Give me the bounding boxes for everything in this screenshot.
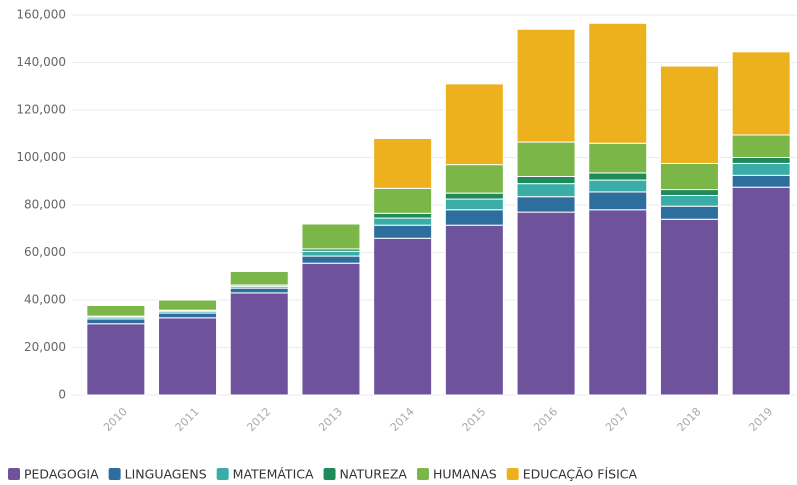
- legend-label: EDUCAÇÃO FÍSICA: [523, 467, 638, 482]
- x-tick-label: 2016: [531, 405, 560, 434]
- bar-segment: [373, 224, 433, 239]
- bar-segment: [659, 195, 719, 207]
- bar-segment: [301, 223, 361, 250]
- bar-segment: [516, 183, 576, 198]
- x-tick-label: 2012: [244, 405, 273, 434]
- bar-segment: [588, 191, 648, 211]
- x-tick-label: 2013: [316, 405, 345, 434]
- bar-segment: [86, 304, 146, 317]
- bar-segment: [588, 22, 648, 144]
- bar-segment: [158, 317, 218, 396]
- y-tick-label: 100,000: [16, 150, 66, 164]
- x-tick-label: 2010: [101, 405, 130, 434]
- bar-segment: [444, 164, 504, 194]
- bar-segment: [516, 28, 576, 143]
- bar-segment: [731, 162, 791, 176]
- bar-segment: [444, 209, 504, 226]
- bar-segment: [731, 174, 791, 188]
- y-tick-label: 80,000: [24, 198, 66, 212]
- bar-segment: [229, 287, 289, 294]
- bar-segment: [588, 142, 648, 174]
- bar-segment: [444, 224, 504, 396]
- bar-segment: [516, 141, 576, 177]
- bar-segment: [229, 292, 289, 396]
- y-tick-label: 120,000: [16, 103, 66, 117]
- x-tick-label: 2014: [388, 405, 417, 434]
- bar-segment: [516, 196, 576, 213]
- bar-segment: [588, 209, 648, 396]
- x-tick-label: 2015: [460, 405, 489, 434]
- legend-swatch: [8, 468, 20, 480]
- bar-segment: [158, 299, 218, 311]
- bar-segment: [301, 255, 361, 264]
- bar-segment: [86, 323, 146, 396]
- bar-segment: [373, 212, 433, 219]
- legend-swatch: [416, 468, 429, 480]
- x-tick-label: 2017: [603, 405, 632, 434]
- bar-segment: [444, 83, 504, 166]
- bar-segment: [373, 217, 433, 226]
- legend-swatch: [216, 468, 229, 480]
- bar-segment: [659, 205, 719, 220]
- x-tick-label: 2011: [173, 405, 202, 434]
- y-tick-label: 20,000: [24, 340, 66, 354]
- legend-swatch: [323, 468, 336, 480]
- y-tick-label: 40,000: [24, 293, 66, 307]
- bar-segment: [444, 192, 504, 200]
- legend-label: PEDAGOGIA: [24, 467, 99, 482]
- x-tick-label: 2018: [675, 405, 704, 434]
- legend-label: NATUREZA: [340, 467, 408, 482]
- bar-segment: [444, 198, 504, 211]
- bar-segment: [229, 271, 289, 286]
- bar-segment: [373, 237, 433, 396]
- bar-segment: [731, 51, 791, 136]
- bar-segment: [588, 179, 648, 193]
- legend-label: HUMANAS: [433, 467, 497, 482]
- bar-segment: [659, 65, 719, 164]
- x-tick-label: 2019: [746, 405, 775, 434]
- bar-segment: [373, 187, 433, 214]
- bar-segment: [516, 176, 576, 185]
- bar-segment: [373, 138, 433, 189]
- bar-segment: [731, 186, 791, 396]
- y-tick-label: 160,000: [16, 8, 66, 22]
- bar-segment: [301, 262, 361, 396]
- legend-label: MATEMÁTICA: [233, 467, 314, 482]
- legend-swatch: [506, 468, 519, 480]
- bar-segment: [158, 312, 218, 319]
- bar-segment: [731, 157, 791, 164]
- bar-segment: [301, 250, 361, 257]
- bar-segment: [588, 172, 648, 181]
- legend-swatch: [108, 468, 121, 480]
- bar-segment: [86, 318, 146, 325]
- bar-segment: [516, 211, 576, 396]
- y-tick-label: 140,000: [16, 55, 66, 69]
- y-tick-label: 60,000: [24, 245, 66, 259]
- bar-segment: [659, 218, 719, 396]
- bar-segment: [659, 189, 719, 196]
- legend-label: LINGUAGENS: [125, 467, 207, 482]
- bar-segment: [659, 162, 719, 191]
- bar-segment: [731, 134, 791, 158]
- y-tick-label: 0: [58, 388, 66, 402]
